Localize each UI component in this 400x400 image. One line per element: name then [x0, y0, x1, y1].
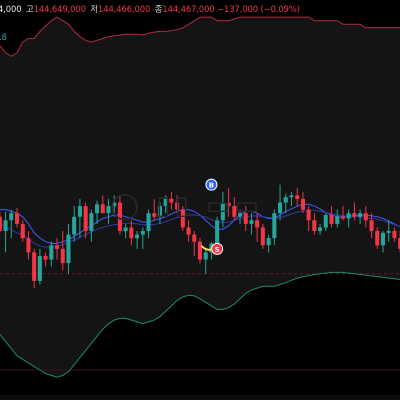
candle-body [95, 204, 100, 214]
candle-body [140, 231, 145, 235]
candle-body [380, 232, 385, 246]
candle-body [243, 213, 248, 224]
candle-body [129, 227, 134, 239]
candle-body [123, 227, 128, 232]
sell-flag-label: S [215, 246, 220, 254]
high-label: 고 [26, 4, 34, 14]
candle-body [260, 227, 265, 246]
low-label: 저 [90, 4, 99, 14]
candle-body [306, 209, 311, 221]
candle-body [226, 202, 231, 207]
time-axis[interactable] [0, 395, 400, 400]
candle-body [203, 252, 208, 260]
candle-body [26, 238, 31, 253]
candle-body [152, 213, 157, 217]
candle-body [72, 216, 77, 235]
candle-body [375, 231, 380, 246]
close-label: 종 [154, 4, 163, 14]
buy-flag-label: B [209, 182, 214, 190]
candle-body [312, 220, 317, 231]
candle-body [300, 198, 305, 210]
candle-body [43, 256, 48, 260]
bollinger-band-fill [0, 17, 400, 378]
low-value: 144,466,000 [98, 4, 151, 14]
candle-body [266, 238, 271, 246]
candle-body [363, 213, 368, 221]
indicator-value: .8 [0, 32, 7, 42]
candle-body [278, 202, 283, 214]
candle-body [0, 216, 2, 232]
candle-body [15, 213, 20, 224]
candle-body [340, 216, 345, 219]
candle-body [386, 231, 391, 233]
candle-body [32, 252, 37, 281]
candle-body [398, 238, 400, 249]
candle-body [369, 220, 374, 231]
candle-body [197, 241, 202, 260]
candle-body [37, 256, 42, 281]
candle-body [323, 215, 328, 228]
candle-body [77, 206, 82, 217]
candle-body [49, 245, 54, 260]
candle-body [89, 213, 94, 231]
candle-body [272, 213, 277, 239]
candle-body [358, 213, 363, 217]
candle-body [346, 213, 351, 219]
candle-body [192, 234, 197, 242]
candle-body [238, 213, 243, 217]
candle-body [180, 209, 185, 228]
candle-body [60, 248, 65, 264]
candle-body [3, 220, 8, 231]
candle-body [352, 213, 357, 217]
candle-body [232, 206, 237, 217]
change-value: −137,000 (−0.09%) [217, 4, 300, 14]
buy-flag-icon [205, 178, 218, 191]
candle-body [135, 234, 140, 239]
candle-body [392, 231, 397, 239]
candle-body [283, 197, 288, 203]
candle-body [318, 227, 323, 232]
candle-body [117, 202, 122, 231]
candle-body [100, 204, 105, 214]
candle-body [220, 202, 225, 221]
candle-body [175, 202, 180, 210]
candle-body [112, 202, 117, 207]
watermark-logo: ◯ ▯▯ ▭▭ [110, 191, 263, 221]
candle-body [83, 206, 88, 232]
signal-arrow-icon [200, 245, 213, 251]
line-bb-lower [0, 271, 400, 378]
candle-body [163, 198, 168, 206]
candle-body [289, 195, 294, 198]
open-value-tail: 4,000 [0, 4, 22, 14]
candle-body [335, 216, 340, 224]
candle-body [20, 223, 25, 239]
candle-body [255, 220, 260, 228]
candle-body [329, 215, 334, 224]
candle-body [9, 213, 14, 221]
high-value: 144,649,000 [33, 4, 86, 14]
candle-body [215, 220, 220, 244]
candle-body [186, 227, 191, 235]
ohlc-legend: 4,000 고144,649,000 저144,466,000 종144,467… [0, 3, 300, 15]
candle-body [55, 245, 60, 249]
candle-body [157, 206, 162, 217]
line-bb-upper [0, 16, 400, 57]
candle-body [295, 195, 300, 199]
close-value: 144,467,000 [162, 4, 215, 14]
candle-body [106, 206, 111, 214]
candle-body [169, 198, 174, 203]
candle-body [146, 213, 151, 231]
candle-body [66, 234, 71, 264]
candle-body [249, 220, 254, 224]
